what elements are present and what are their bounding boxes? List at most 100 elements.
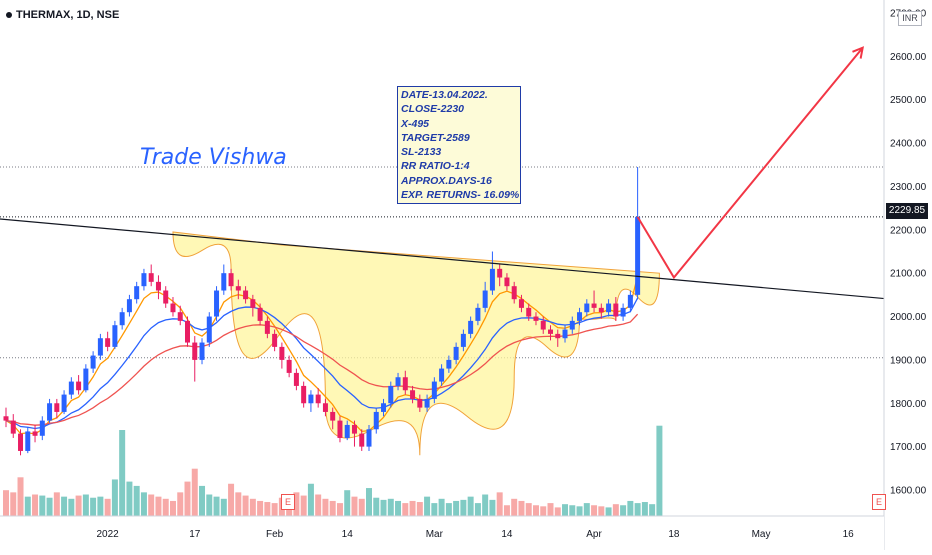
candle-body-57 (417, 398, 423, 408)
x-tick-label: Apr (586, 529, 602, 540)
volume-bar-46 (336, 503, 343, 516)
candle-body-27 (199, 342, 205, 360)
volume-bar-42 (307, 483, 314, 516)
volume-bar-66 (482, 494, 489, 516)
candle-body-38 (279, 346, 285, 360)
trade-notes-box[interactable]: DATE-13.04.2022. CLOSE-2230 X-495 TARGET-25… (397, 86, 521, 205)
candle-body-72 (526, 307, 532, 317)
volume-bar-64 (467, 496, 474, 516)
candle-body-41 (301, 385, 307, 404)
candle-body-4 (32, 431, 38, 436)
candle-body-22 (163, 290, 169, 304)
candle-body-21 (155, 281, 161, 291)
volume-bar-17 (126, 481, 133, 516)
candle-body-67 (489, 268, 495, 291)
y-tick-label: 2000.00 (890, 312, 927, 323)
volume-bar-11 (82, 494, 89, 516)
volume-bar-48 (351, 496, 358, 516)
volume-bar-37 (271, 503, 278, 516)
candle-body-65 (475, 307, 481, 321)
volume-bar-2 (17, 477, 24, 516)
candle-body-63 (460, 333, 466, 347)
currency-label[interactable]: INR (898, 11, 922, 26)
chart-title-text: THERMAX, 1D, NSE (16, 9, 120, 21)
candle-body-25 (185, 320, 190, 343)
volume-bar-67 (489, 499, 496, 516)
trade-note-line: CLOSE-2230 (401, 103, 465, 116)
ma-line-ema_fast (5, 275, 639, 435)
volume-bar-1 (10, 492, 17, 516)
candle-body-70 (511, 286, 517, 300)
volume-bar-10 (75, 495, 82, 516)
earnings-flag-axis-icon[interactable]: E (872, 494, 886, 510)
candle-body-5 (39, 420, 45, 436)
candle-body-60 (439, 368, 445, 382)
candle-body-76 (555, 333, 561, 339)
x-tick-label: 18 (668, 529, 680, 540)
price-axis-background (884, 0, 932, 550)
trade-note-line: RR RATIO-1:4 (401, 160, 470, 173)
candle-body-11 (83, 368, 89, 391)
volume-bar-21 (155, 496, 162, 516)
candle-body-6 (47, 403, 53, 421)
volume-bar-9 (68, 498, 75, 516)
candle-body-56 (410, 390, 416, 399)
volume-bar-72 (525, 503, 532, 516)
candle-body-20 (148, 273, 154, 282)
volume-bar-44 (322, 498, 329, 516)
candle-body-44 (322, 403, 328, 412)
volume-bar-47 (344, 490, 351, 516)
candle-body-80 (584, 303, 590, 313)
volume-bar-78 (569, 505, 576, 516)
volume-bar-14 (104, 498, 111, 516)
volume-bar-18 (133, 485, 140, 516)
candle-body-7 (54, 403, 60, 412)
volume-bar-6 (46, 497, 53, 516)
volume-bar-52 (380, 499, 387, 516)
candle-body-74 (540, 320, 546, 330)
candle-body-23 (170, 303, 176, 313)
trade-note-line: EXP. RETURNS- 16.09% (401, 189, 520, 202)
volume-bar-7 (53, 492, 60, 516)
candle-body-31 (228, 273, 234, 287)
candle-body-33 (243, 290, 249, 300)
candle-body-64 (468, 320, 474, 334)
candle-body-46 (337, 420, 343, 438)
volume-bar-31 (228, 483, 235, 516)
earnings-flag-icon[interactable]: E (281, 494, 295, 510)
candle-body-15 (112, 325, 118, 347)
volume-bar-30 (220, 498, 227, 516)
candle-body-59 (431, 381, 437, 399)
volume-bar-24 (177, 492, 184, 516)
candle-body-28 (206, 316, 212, 343)
volume-bar-49 (358, 498, 365, 516)
candle-body-34 (250, 299, 256, 308)
ma-line-ema_mid (5, 297, 639, 430)
volume-bar-12 (90, 497, 97, 516)
candle-body-61 (446, 359, 452, 369)
trade-note-line: APPROX.DAYS-16 (401, 174, 492, 187)
volume-bar-45 (329, 500, 336, 516)
status-dot-icon (6, 12, 12, 19)
y-tick-label: 2600.00 (890, 52, 927, 63)
candle-body-69 (504, 277, 510, 287)
y-tick-label: 2200.00 (890, 225, 927, 236)
chart-title: THERMAX, 1D, NSE (6, 9, 119, 21)
candle-body-26 (192, 342, 198, 360)
candle-body-86 (627, 294, 633, 308)
cup-and-handle-region (172, 231, 660, 456)
volume-bar-26 (191, 468, 198, 516)
y-tick-label: 1800.00 (890, 399, 927, 410)
volume-bar-83 (605, 507, 612, 516)
volume-bar-57 (416, 502, 423, 516)
volume-bar-58 (424, 496, 431, 516)
candle-body-16 (119, 312, 125, 326)
candle-body-81 (591, 303, 597, 308)
volume-bar-53 (387, 498, 394, 516)
candle-body-75 (548, 329, 553, 334)
candle-body-49 (359, 433, 365, 447)
time-axis-background (0, 516, 884, 550)
volume-bar-0 (3, 490, 9, 516)
